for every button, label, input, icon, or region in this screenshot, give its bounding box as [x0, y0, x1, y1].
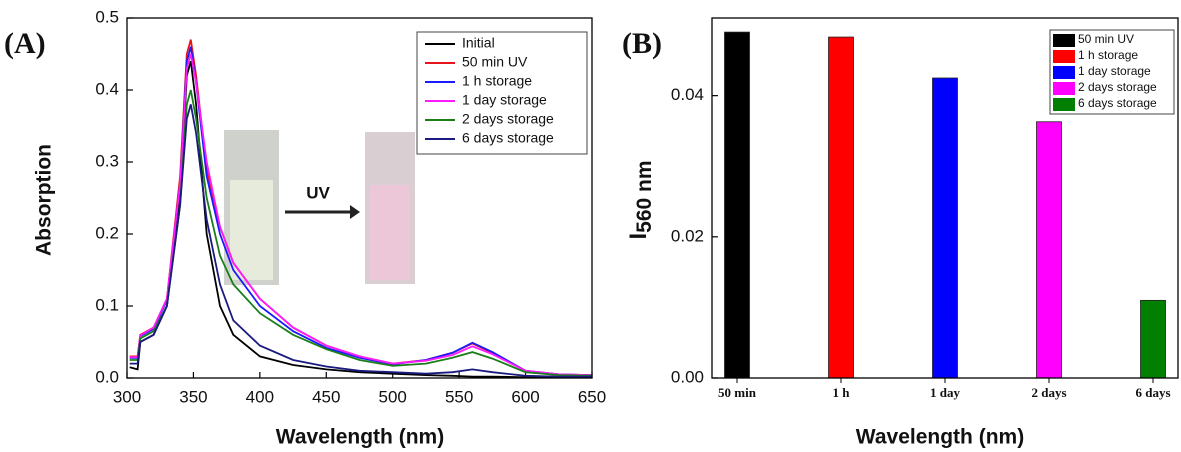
- x-tick-label: 50 min: [718, 385, 757, 400]
- y-tick-label: 0.00: [671, 367, 704, 386]
- y-tick-label: 0.4: [95, 79, 119, 98]
- y-axis-title: Absorption: [33, 144, 56, 256]
- bar: [932, 77, 958, 379]
- y-axis-title: I560 nm: [625, 160, 655, 239]
- y-tick-label: 0.04: [671, 85, 704, 104]
- y-axis-title-sub: 560 nm: [633, 160, 656, 232]
- legend-swatch: [1053, 34, 1075, 47]
- annotation: UV: [306, 183, 330, 202]
- y-tick-label: 0.02: [671, 226, 704, 245]
- legend-swatch: [1053, 66, 1075, 79]
- x-tick-label: 350: [179, 387, 207, 406]
- cuvette-liquid: [370, 185, 410, 280]
- bar: [1036, 121, 1062, 379]
- x-tick-label: 1 day: [930, 385, 960, 400]
- x-tick-label: 550: [445, 387, 473, 406]
- inset-photo: UV: [224, 130, 415, 285]
- bar: [724, 31, 750, 379]
- y-axis-title-main: I: [625, 233, 652, 240]
- x-tick-label: 450: [312, 387, 340, 406]
- legend-label: Initial: [462, 35, 495, 51]
- legend-label: 1 day storage: [1078, 64, 1151, 78]
- line-series: [129, 104, 592, 378]
- x-axis-title: Wavelength (nm): [856, 426, 1024, 449]
- legend-label: 1 h storage: [1078, 48, 1138, 62]
- bar: [828, 36, 854, 379]
- legend-label: 50 min UV: [462, 54, 528, 70]
- x-tick-label: 400: [246, 387, 274, 406]
- legend-label: 2 days storage: [462, 111, 554, 127]
- arrow-head: [350, 205, 360, 219]
- line-series: [129, 53, 593, 376]
- plot-frame: [126, 17, 593, 379]
- y-tick-label: 0.2: [95, 223, 119, 242]
- y-tick-label: 0.3: [95, 151, 119, 170]
- legend-swatch: [1053, 82, 1075, 95]
- x-tick-label: 1 h: [833, 385, 851, 400]
- panel-label: (B): [622, 27, 662, 60]
- legend-label: 2 days storage: [1078, 80, 1157, 94]
- legend-label: 6 days storage: [1078, 96, 1157, 110]
- x-tick-label: 650: [578, 387, 606, 406]
- legend-swatch: [1053, 98, 1075, 111]
- cuvette-liquid: [230, 180, 273, 280]
- plot-frame: [711, 17, 1179, 379]
- x-axis-title: Wavelength (nm): [276, 426, 444, 449]
- bar: [1140, 299, 1166, 379]
- legend-box: [416, 31, 588, 155]
- legend-label: 1 day storage: [462, 92, 547, 108]
- x-tick-label: 6 days: [1135, 385, 1170, 400]
- y-tick-label: 0.1: [95, 295, 119, 314]
- legend-label: 1 h storage: [462, 73, 532, 89]
- y-tick-label: 0.5: [95, 7, 119, 26]
- x-tick-label: 300: [113, 387, 141, 406]
- y-tick-label: 0.0: [95, 367, 119, 386]
- x-tick-label: 600: [511, 387, 539, 406]
- x-tick-label: 500: [379, 387, 407, 406]
- legend-swatch: [1053, 50, 1075, 63]
- legend-label: 50 min UV: [1078, 32, 1134, 46]
- legend-label: 6 days storage: [462, 130, 554, 146]
- panel-label: (A): [4, 27, 46, 60]
- x-tick-label: 2 days: [1031, 385, 1066, 400]
